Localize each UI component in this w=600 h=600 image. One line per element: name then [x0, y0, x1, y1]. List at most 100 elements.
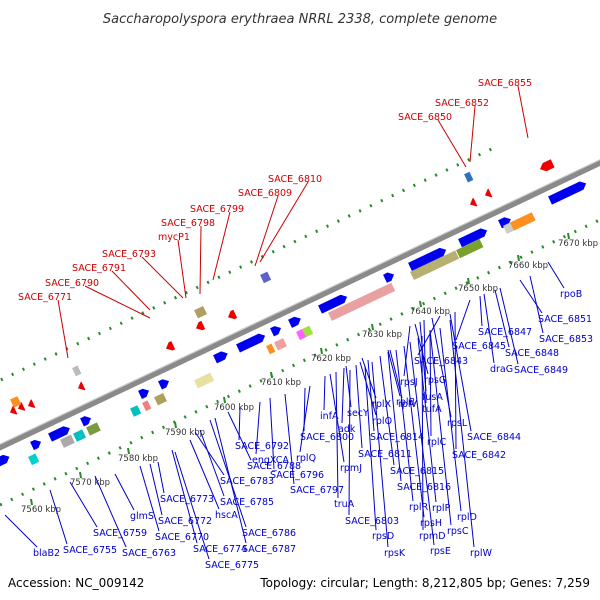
forward-gene-label: rpsD: [372, 531, 394, 542]
forward-gene-label: fusA: [422, 392, 443, 403]
forward-label-leader: [355, 364, 363, 449]
forward-label-leader: [364, 365, 377, 531]
reverse-gene-label: SACE_6810: [268, 174, 322, 185]
forward-gene-label: rplX: [372, 399, 392, 410]
forward-gene-label: SACE_6811: [358, 449, 412, 460]
forward-gene: [318, 294, 348, 314]
outer-dotted-guide: [0, 143, 501, 382]
forward-label-leader: [114, 473, 135, 511]
reverse-gene-block: [10, 396, 22, 408]
reverse-gene: [470, 197, 478, 207]
inner-dotted-guide: [0, 218, 600, 507]
reverse-gene-block: [260, 271, 272, 284]
scale-ticks: 7560 kbp 7570 kbp 7580 kbp 7590 kbp 7600 kbp…: [21, 232, 598, 515]
forward-label-leader: [214, 417, 247, 544]
forward-gene-block: [510, 212, 536, 231]
forward-gene-label: SACE_6843: [414, 356, 468, 367]
reverse-gene-label: SACE_6793: [102, 249, 156, 260]
forward-label-leader: [499, 287, 519, 365]
forward-gene: [270, 326, 282, 337]
forward-label-leader: [403, 325, 411, 377]
genome-backbone: [0, 159, 600, 451]
forward-strand-labels: blaB2SACE_6755SACE_6759SACE_6763glmSSACE…: [4, 261, 593, 571]
forward-gene-label: truA: [334, 499, 355, 510]
forward-gene-label: rplC: [427, 437, 447, 448]
forward-label-leader: [423, 319, 427, 404]
accession-text: Accession: NC_009142: [8, 576, 144, 590]
kbp-label: 7620 kbp: [311, 354, 351, 364]
forward-gene-label: SACE_6772: [158, 516, 212, 527]
forward-label-leader: [387, 349, 401, 397]
forward-gene-label: SACE_6787: [242, 544, 296, 555]
forward-gene-label: SACE_6755: [63, 545, 117, 556]
reverse-gene-label: SACE_6850: [398, 112, 452, 123]
reverse-gene-label: SACE_6852: [435, 98, 489, 109]
forward-gene-label: rplR: [409, 502, 429, 513]
forward-label-leader: [483, 293, 495, 364]
scale-tick: [79, 471, 82, 479]
scale-tick: [30, 498, 33, 506]
forward-gene: [213, 351, 228, 364]
genome-summary-text: Topology: circular; Length: 8,212,805 bp…: [259, 576, 590, 590]
forward-gene-label: SACE_6783: [220, 476, 274, 487]
reverse-gene-label: SACE_6809: [238, 188, 292, 199]
forward-gene-label: engXCA: [252, 455, 289, 466]
reverse-gene: [540, 159, 555, 172]
scale-tick: [419, 300, 422, 308]
forward-label-leader: [194, 431, 225, 476]
reverse-label-leader: [84, 285, 151, 319]
forward-label-leader: [199, 429, 225, 497]
forward-gene-label: infA: [320, 411, 339, 422]
forward-gene-label: SACE_6785: [220, 497, 274, 508]
forward-label-leader: [341, 367, 345, 424]
forward-gene: [48, 426, 70, 442]
forward-label-leader: [519, 279, 543, 314]
forward-gene: [383, 272, 395, 283]
forward-gene-label: SACE_6773: [160, 494, 214, 505]
reverse-label-leader: [259, 181, 309, 263]
scale-tick: [223, 396, 226, 404]
forward-label-leader: [395, 349, 414, 502]
forward-label-leader: [238, 407, 241, 441]
forward-gene-block: [456, 238, 484, 259]
forward-gene-label: SACE_6842: [452, 450, 506, 461]
forward-label-leader: [157, 461, 165, 494]
forward-gene: [80, 416, 92, 427]
forward-gene-block: [130, 405, 142, 417]
forward-gene-label: SACE_6844: [467, 432, 521, 443]
kbp-label: 7630 kbp: [362, 330, 402, 340]
scale-tick: [517, 254, 520, 262]
forward-gene-label: rplV: [398, 399, 418, 410]
forward-label-leader: [449, 313, 472, 432]
forward-label-leader: [371, 361, 389, 548]
forward-gene-block: [274, 338, 287, 351]
reverse-label-leader: [517, 85, 529, 139]
forward-gene: [458, 228, 488, 248]
kbp-label: 7580 kbp: [118, 454, 158, 464]
forward-gene-label: blaB2: [33, 548, 60, 559]
reverse-label-leader: [254, 195, 279, 267]
forward-label-leader: [449, 319, 475, 548]
scale-tick: [127, 447, 130, 455]
forward-label-leader: [421, 335, 424, 531]
forward-gene-label: SACE_6848: [505, 348, 559, 359]
reverse-gene-label: SACE_6790: [45, 278, 99, 289]
forward-gene-label: rpsE: [430, 546, 451, 557]
forward-label-leader: [529, 275, 544, 334]
forward-label-leader: [335, 371, 339, 499]
forward-gene-label: SACE_6800: [300, 432, 354, 443]
forward-gene-label: SACE_6815: [390, 466, 444, 477]
reverse-gene: [485, 188, 493, 198]
forward-label-leader: [403, 345, 425, 518]
forward-gene-label: SACE_6816: [397, 482, 451, 493]
kbp-label: 7590 kbp: [165, 428, 205, 438]
forward-gene-block: [73, 429, 86, 442]
forward-label-leader: [174, 451, 210, 560]
forward-label-leader: [139, 465, 160, 532]
reverse-gene-block: [464, 171, 474, 183]
map-title: Saccharopolyspora erythraea NRRL 2338, c…: [103, 12, 497, 27]
reverse-label-leader: [199, 225, 202, 295]
forward-gene: [138, 388, 150, 399]
forward-gene: [548, 181, 587, 205]
forward-label-leader: [429, 329, 432, 437]
